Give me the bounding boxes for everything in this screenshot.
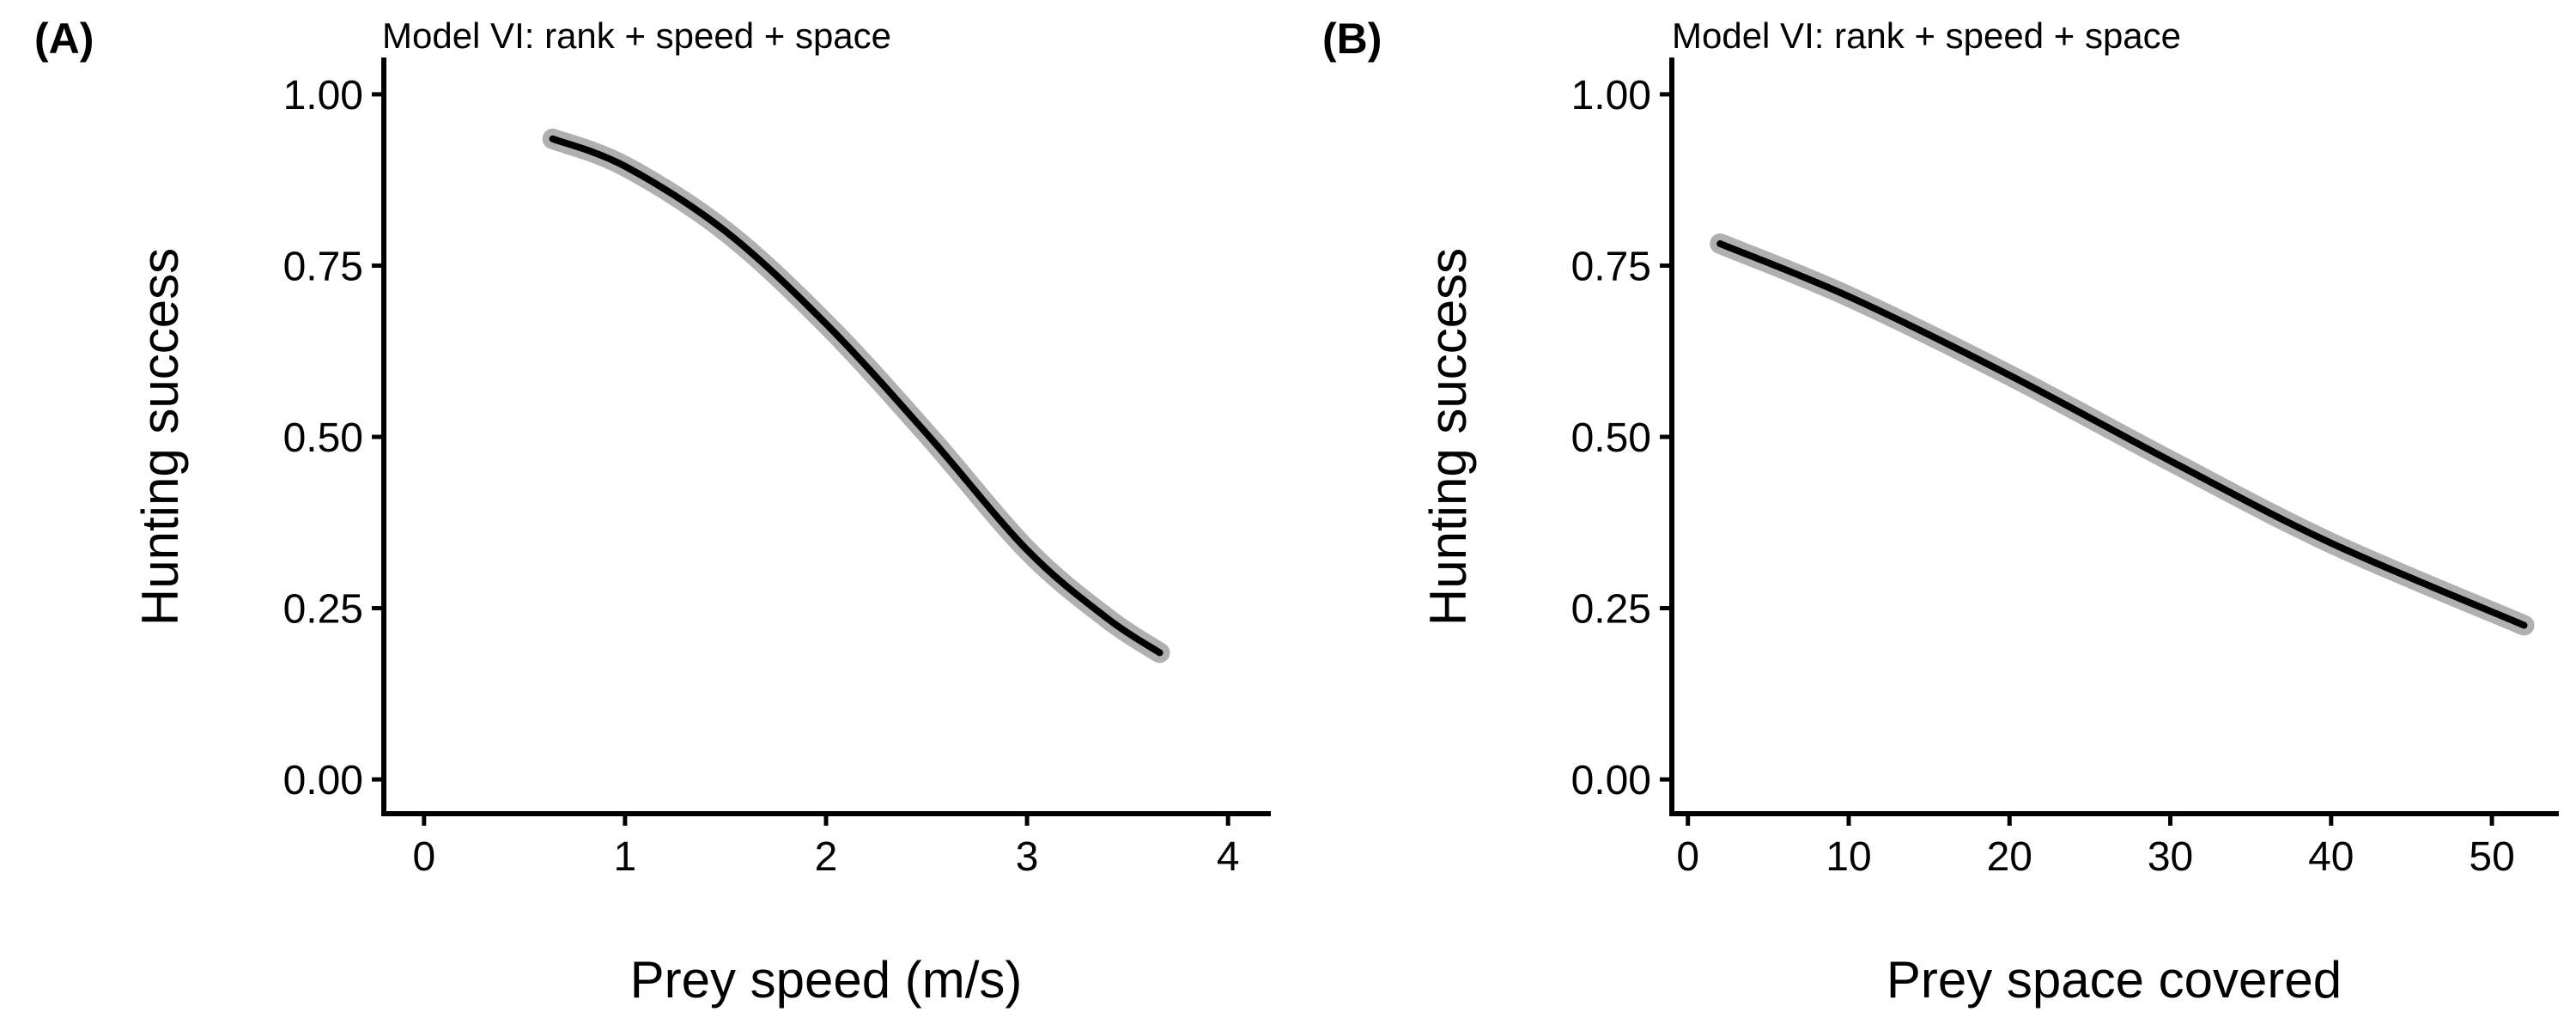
panel-letter: (A) <box>34 15 94 63</box>
x-tick-label: 50 <box>2469 834 2514 880</box>
x-tick-label: 10 <box>1826 834 1871 880</box>
y-tick-label: 0.25 <box>283 587 363 633</box>
y-tick-label: 1.00 <box>283 73 363 118</box>
panel-a: (A) Model VI: rank + speed + space 0.00 0.2… <box>34 15 1271 1009</box>
y-tick-label: 0.50 <box>283 415 363 461</box>
x-tick-label: 20 <box>1987 834 2032 880</box>
y-axis-title: Hunting success <box>131 248 189 626</box>
y-tick-label: 1.00 <box>1571 73 1651 118</box>
x-tick-label: 0 <box>412 834 435 880</box>
fit-line <box>549 135 1163 657</box>
panel-b: (B) Model VI: rank + speed + space 0.00 0.2… <box>1322 15 2559 1009</box>
y-tick-label: 0.75 <box>283 244 363 289</box>
fit-line <box>1716 239 2528 629</box>
x-tick-label: 4 <box>1217 834 1240 880</box>
y-tick-label: 0.50 <box>1571 415 1651 461</box>
panel-letter: (B) <box>1322 15 1382 63</box>
x-tick-label: 40 <box>2308 834 2354 880</box>
chart-title: Model VI: rank + speed + space <box>382 15 891 56</box>
x-axis-title: Prey speed (m/s) <box>630 951 1023 1009</box>
y-tick-label: 0.00 <box>1571 758 1651 803</box>
y-axis-title: Hunting success <box>1419 248 1477 626</box>
confidence-band <box>542 128 1170 663</box>
chart-title: Model VI: rank + speed + space <box>1672 15 2181 56</box>
y-tick-label: 0.75 <box>1571 244 1651 289</box>
x-tick-label: 2 <box>815 834 838 880</box>
x-axis-title: Prey space covered <box>1886 951 2342 1009</box>
x-tick-label: 30 <box>2148 834 2193 880</box>
x-tick-label: 3 <box>1016 834 1039 880</box>
y-tick-label: 0.00 <box>283 758 363 803</box>
x-tick-label: 0 <box>1676 834 1699 880</box>
y-tick-label: 0.25 <box>1571 587 1651 633</box>
x-tick-label: 1 <box>614 834 637 880</box>
